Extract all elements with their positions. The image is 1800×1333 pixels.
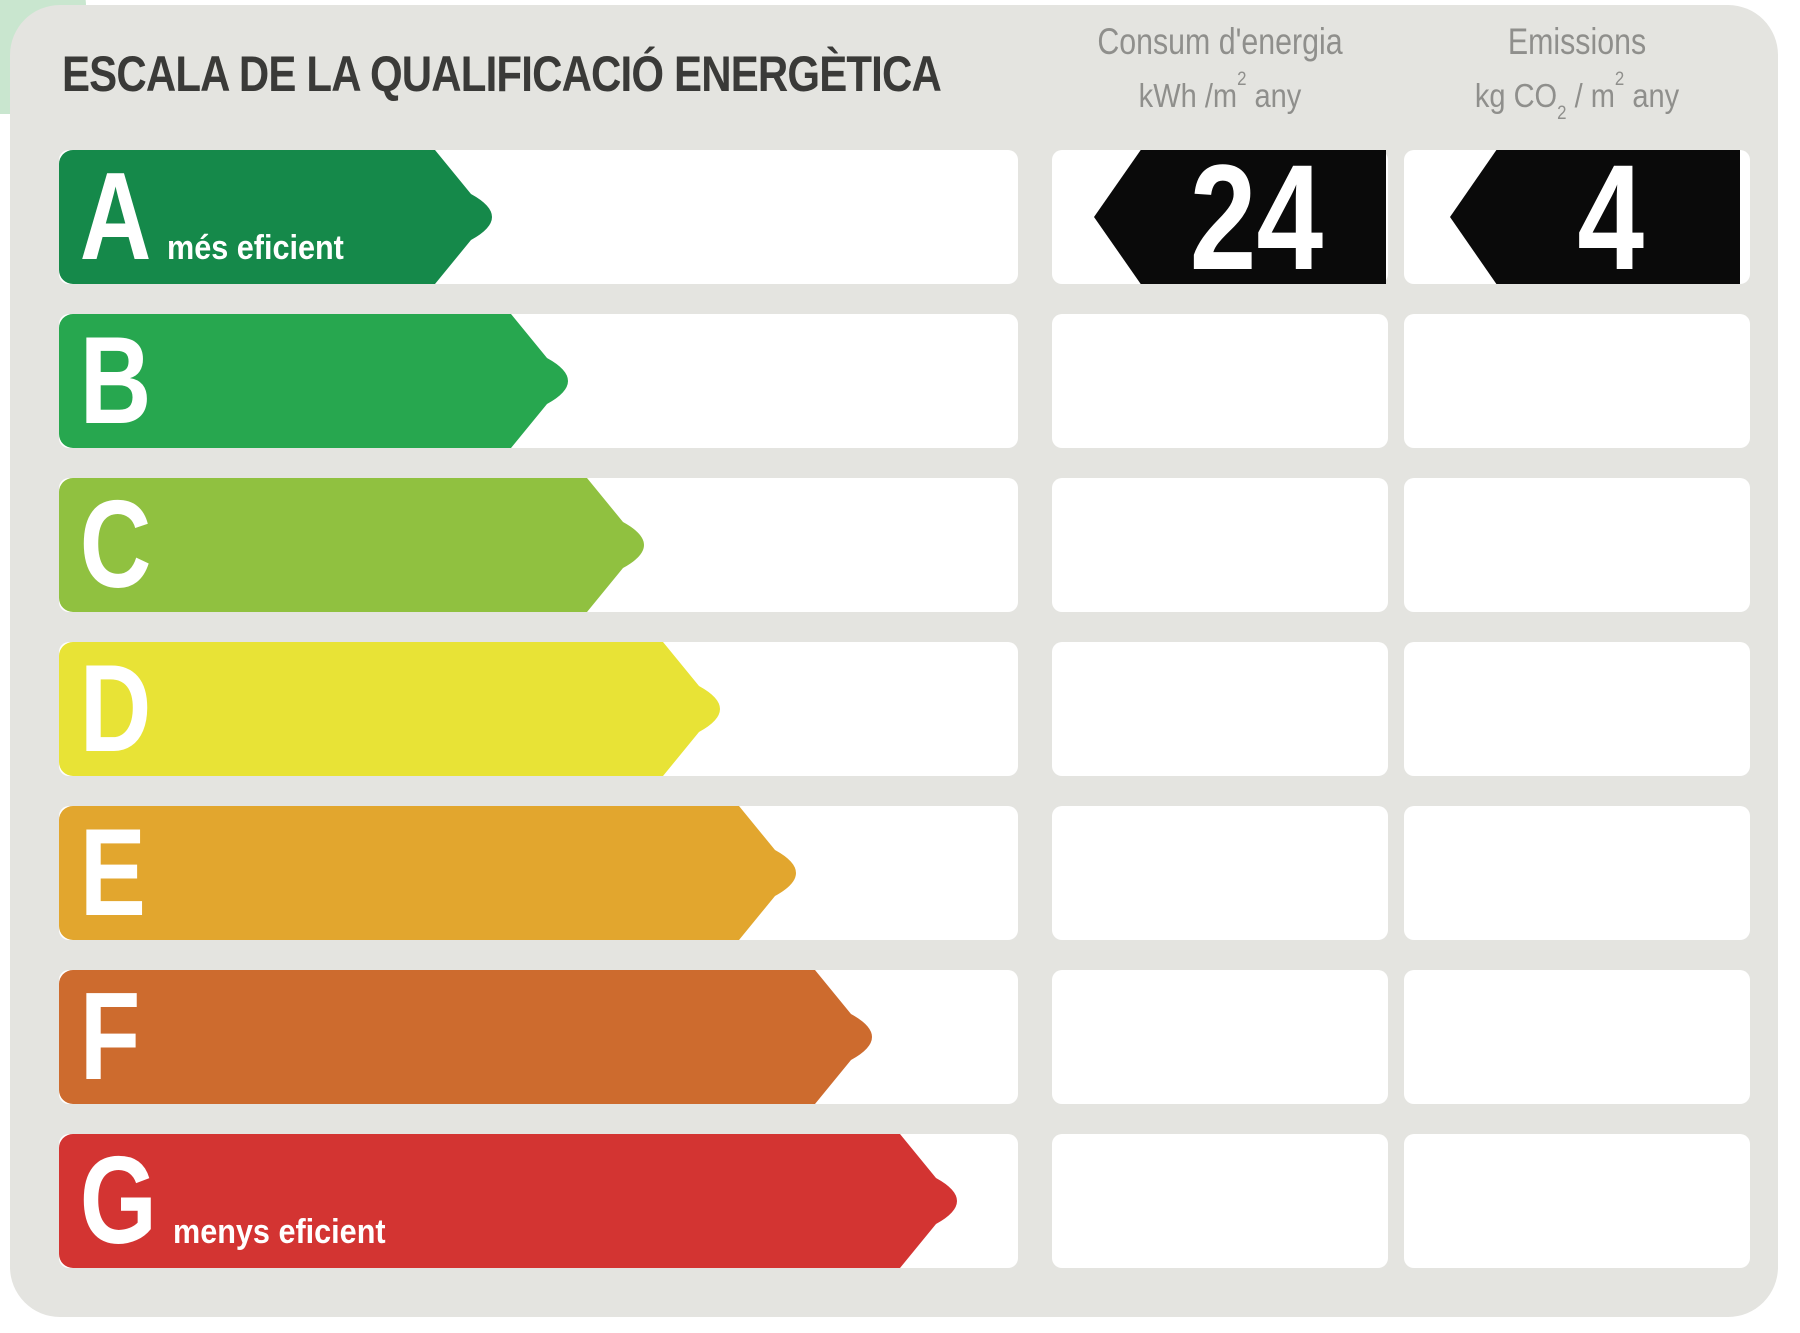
grade-letter: D (79, 640, 152, 778)
emissions-cell (1404, 806, 1750, 940)
grade-letter: C (79, 476, 152, 614)
rating-bar-a: A més eficient (59, 150, 495, 284)
consumption-cell (1052, 642, 1388, 776)
emissions-cell (1404, 478, 1750, 612)
consumption-cell (1052, 806, 1388, 940)
rating-row-c: C (10, 478, 1778, 612)
consumption-header-title: Consum d'energia (1097, 21, 1343, 62)
arrow-tip (511, 314, 568, 448)
grade-letter: F (79, 968, 141, 1106)
grade-letter: B (79, 312, 152, 450)
emissions-value: 4 (1577, 133, 1645, 301)
rating-bar-e: E (59, 806, 799, 940)
emissions-column-header: Emissions kg CO2 / m2 any (1404, 21, 1750, 125)
arrow-tip (900, 1134, 957, 1268)
emissions-header-title: Emissions (1507, 21, 1647, 62)
rating-bar-d: D (59, 642, 723, 776)
consumption-cell (1052, 478, 1388, 612)
emissions-cell (1404, 642, 1750, 776)
emissions-cell: 4 (1404, 150, 1750, 284)
rating-row-a: 24 4 A més eficient (10, 150, 1778, 284)
emissions-cell (1404, 970, 1750, 1104)
consumption-cell: 24 (1052, 150, 1388, 284)
consumption-cell (1052, 970, 1388, 1104)
rating-panel: ESCALA DE LA QUALIFICACIÓ ENERGÈTICA Con… (10, 5, 1778, 1317)
rating-bar-b: B (59, 314, 571, 448)
rating-bar-g: G menys eficient (59, 1134, 960, 1268)
grade-letter: E (79, 804, 146, 942)
grade-letter: G (79, 1132, 157, 1270)
consumption-cell (1052, 314, 1388, 448)
consumption-cell (1052, 1134, 1388, 1268)
emissions-cell (1404, 1134, 1750, 1268)
arrow-tip (663, 642, 720, 776)
rating-row-b: B (10, 314, 1778, 448)
consumption-value: 24 (1189, 133, 1323, 301)
arrow-tip (587, 478, 644, 612)
rating-row-e: E (10, 806, 1778, 940)
efficiency-note-most: més eficient (166, 229, 344, 267)
grade-letter: A (79, 148, 152, 286)
consumption-value-badge: 24 (1094, 150, 1386, 284)
rating-row-g: G menys eficient (10, 1134, 1778, 1268)
consumption-header-unit: kWh /m2 any (1138, 69, 1302, 114)
arrow-tip (435, 150, 492, 284)
rating-bar-f: F (59, 970, 875, 1104)
rating-row-f: F (10, 970, 1778, 1104)
emissions-cell (1404, 314, 1750, 448)
efficiency-note-least: menys eficient (173, 1213, 387, 1251)
emissions-value-badge: 4 (1450, 150, 1740, 284)
arrow-tip (815, 970, 872, 1104)
arrow-tip (739, 806, 796, 940)
page-title: ESCALA DE LA QUALIFICACIÓ ENERGÈTICA (62, 46, 942, 102)
emissions-header-unit: kg CO2 / m2 any (1474, 69, 1680, 125)
rating-bar-c: C (59, 478, 647, 612)
consumption-column-header: Consum d'energia kWh /m2 any (1052, 21, 1388, 115)
rating-row-d: D (10, 642, 1778, 776)
